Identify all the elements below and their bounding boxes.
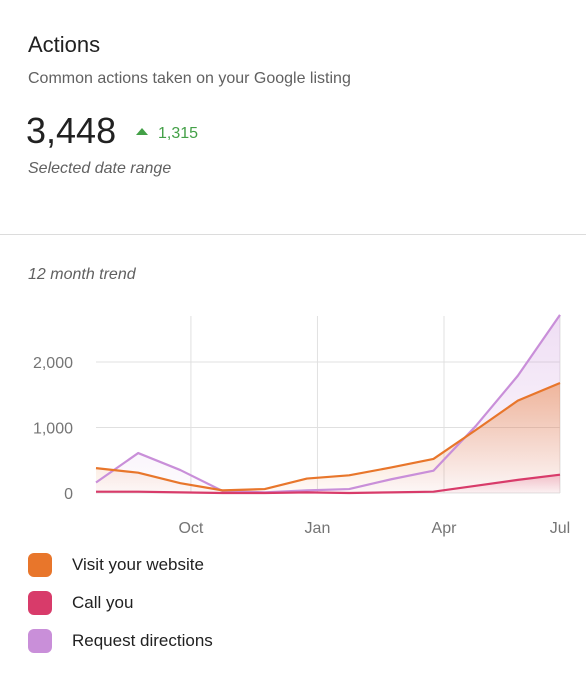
arrow-up-icon: [136, 127, 148, 135]
legend-swatch-directions: [28, 629, 52, 653]
trend-label: 12 month trend: [28, 266, 136, 283]
x-tick-label: Oct: [178, 520, 203, 537]
legend-label-call: Call you: [72, 593, 134, 612]
series-area-call: [96, 474, 560, 493]
series-line-directions: [95, 314, 561, 494]
x-tick-label: Jan: [305, 520, 331, 537]
legend-label-visit: Visit your website: [72, 555, 204, 574]
legend-label-directions: Request directions: [72, 631, 213, 650]
y-tick-label: 2,000: [33, 355, 73, 372]
series-line-visit: [95, 381, 561, 492]
legend-item-directions[interactable]: Request directions: [28, 622, 213, 660]
chart-legend: Visit your website Call you Request dire…: [28, 546, 213, 660]
series-line-call: [96, 473, 561, 495]
y-tick-label: 1,000: [33, 421, 73, 438]
divider: [0, 234, 586, 235]
legend-item-visit[interactable]: Visit your website: [28, 546, 213, 584]
y-tick-label: 0: [64, 486, 73, 503]
x-tick-label: Jul: [550, 520, 570, 537]
legend-item-call[interactable]: Call you: [28, 584, 213, 622]
card-subtitle: Common actions taken on your Google list…: [28, 70, 351, 87]
series-area-visit: [96, 382, 560, 493]
legend-swatch-call: [28, 591, 52, 615]
date-range-label: Selected date range: [28, 160, 172, 177]
total-actions-value: 3,448: [26, 110, 117, 151]
legend-swatch-visit: [28, 553, 52, 577]
card-title: Actions: [28, 32, 101, 57]
x-tick-label: Apr: [432, 520, 458, 537]
delta-value: 1,315: [158, 125, 199, 142]
delta-change: 1,315: [136, 125, 198, 143]
